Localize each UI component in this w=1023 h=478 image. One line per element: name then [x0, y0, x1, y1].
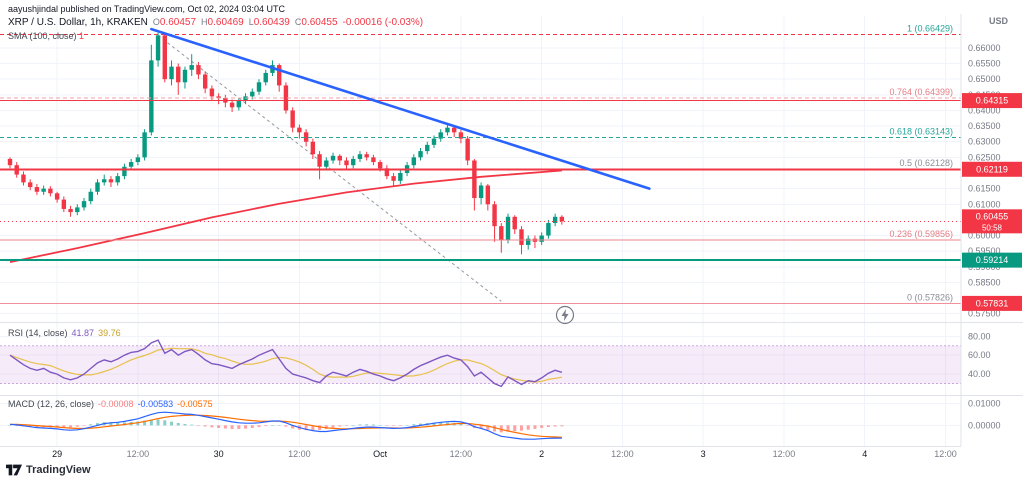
- svg-text:80.00: 80.00: [968, 331, 991, 341]
- main-legend: XRP / U.S. Dollar, 1h, KRAKEN O0.60457 H0.…: [8, 17, 423, 28]
- svg-text:0.60000: 0.60000: [968, 231, 1001, 241]
- svg-text:0.618 (0.63143): 0.618 (0.63143): [889, 126, 953, 136]
- svg-text:0.65500: 0.65500: [968, 59, 1001, 69]
- time-label: 30: [213, 449, 224, 459]
- macd-line-value: -0.00583: [137, 399, 174, 409]
- rsi-band: [0, 345, 961, 385]
- rsi-line: [9, 339, 563, 388]
- macd-label: MACD (12, 26, close): [8, 399, 95, 409]
- ohlc-open-value: 0.60457: [159, 17, 197, 28]
- macd-hist-value: -0.00008: [98, 399, 134, 409]
- svg-text:1 (0.66429): 1 (0.66429): [907, 23, 953, 33]
- svg-text:0.59214: 0.59214: [976, 255, 1009, 265]
- rsi-legend[interactable]: RSI (14, close) 41.87 39.76: [8, 328, 121, 338]
- svg-text:60.00: 60.00: [968, 350, 991, 360]
- svg-text:0.764 (0.64399): 0.764 (0.64399): [889, 87, 953, 97]
- time-label: 12:00: [934, 449, 957, 459]
- grid: [0, 16, 961, 446]
- time-label: 12:00: [126, 449, 150, 459]
- ohlc-close-label: C: [294, 17, 302, 27]
- svg-text:0.63000: 0.63000: [968, 137, 1001, 147]
- time-label: 12:00: [288, 449, 311, 459]
- sma-value: 1: [79, 31, 85, 41]
- horizontal-levels[interactable]: [0, 33, 961, 304]
- svg-text:0.62500: 0.62500: [968, 152, 1001, 162]
- svg-text:0.60455: 0.60455: [976, 211, 1009, 221]
- currency-label: USD: [989, 16, 1009, 26]
- chart-canvas[interactable]: 1 (0.66429) 0.764 (0.64399) 0.618 (0.63143…: [0, 0, 1023, 446]
- svg-text:0.64315: 0.64315: [976, 96, 1009, 106]
- time-label: 12:00: [449, 449, 473, 459]
- svg-text:0.65000: 0.65000: [968, 74, 1001, 84]
- macd-signal-line: [9, 414, 562, 438]
- svg-text:0.01000: 0.01000: [968, 398, 1001, 408]
- trendline[interactable]: [150, 27, 651, 190]
- time-label: 2: [539, 449, 545, 459]
- macd-line: [9, 411, 562, 440]
- rsi-ma-value: 39.76: [98, 328, 121, 338]
- macd-legend[interactable]: MACD (12, 26, close) -0.00008 -0.00583 -0.0…: [8, 399, 213, 409]
- svg-text:0.58500: 0.58500: [968, 277, 1001, 287]
- svg-text:40.00: 40.00: [968, 369, 991, 379]
- macd-signal-value: -0.00575: [177, 399, 213, 409]
- svg-text:0.63500: 0.63500: [968, 121, 1001, 131]
- ohlc-low-value: 0.60439: [253, 17, 290, 28]
- svg-text:0.61000: 0.61000: [968, 199, 1001, 209]
- ohlc-low-label: L: [248, 17, 254, 27]
- time-label: Oct: [373, 449, 388, 459]
- rsi-ma-line: [9, 347, 563, 383]
- tradingview-logo[interactable]: [6, 463, 22, 477]
- change-value: -0.00016 (-0.03%): [342, 17, 424, 28]
- fib-labels: 1 (0.66429) 0.764 (0.64399) 0.618 (0.63143…: [889, 23, 953, 302]
- time-label: 12:00: [772, 449, 796, 459]
- time-label: 12:00: [611, 449, 634, 459]
- svg-text:50:58: 50:58: [982, 223, 1003, 232]
- svg-text:0.62119: 0.62119: [976, 164, 1008, 174]
- sma-label: SMA (100, close): [8, 31, 77, 41]
- ohlc-high-label: H: [201, 17, 208, 27]
- svg-text:0.57831: 0.57831: [976, 298, 1009, 308]
- rsi-value: 41.87: [71, 328, 95, 338]
- ohlc-high-value: 0.60469: [207, 17, 244, 28]
- svg-text:0 (0.57826): 0 (0.57826): [907, 292, 953, 302]
- price-badges: 0.64315 0.62119 0.60455 50:58 0.59214 0.57831: [962, 93, 1022, 311]
- svg-text:0.64000: 0.64000: [968, 105, 1001, 115]
- svg-text:0.00000: 0.00000: [968, 420, 1001, 430]
- attribution-text: aayushjindal published on TradingView.co…: [8, 4, 286, 14]
- pane-separators: [0, 14, 1023, 446]
- time-label: 3: [700, 449, 706, 459]
- tradingview-brand[interactable]: TradingView: [26, 464, 91, 476]
- svg-text:0.61500: 0.61500: [968, 184, 1001, 194]
- time-label: 29: [52, 449, 63, 459]
- time-axis[interactable]: 29 12:00 30 12:00 Oct 12:00 2 12:00 3 12:00 4 12:00: [0, 446, 961, 463]
- rsi-label: RSI (14, close): [8, 328, 68, 338]
- boost-lightning-icon[interactable]: [555, 305, 575, 325]
- sma-100-line[interactable]: [9, 169, 562, 263]
- ohlc-open-label: O: [152, 17, 160, 27]
- ohlc-close-value: 0.60455: [301, 17, 338, 28]
- svg-text:0.5 (0.62128): 0.5 (0.62128): [899, 158, 953, 168]
- sma-legend[interactable]: SMA (100, close) 1: [8, 31, 84, 41]
- footer: TradingView: [0, 462, 1023, 478]
- svg-text:0.66000: 0.66000: [968, 43, 1001, 53]
- svg-text:0.59500: 0.59500: [968, 246, 1001, 256]
- svg-text:0.57500: 0.57500: [968, 309, 1001, 319]
- svg-text:0.236 (0.59856): 0.236 (0.59856): [889, 229, 953, 239]
- time-label: 4: [862, 449, 868, 459]
- symbol-title[interactable]: XRP / U.S. Dollar, 1h, KRAKEN: [8, 17, 148, 28]
